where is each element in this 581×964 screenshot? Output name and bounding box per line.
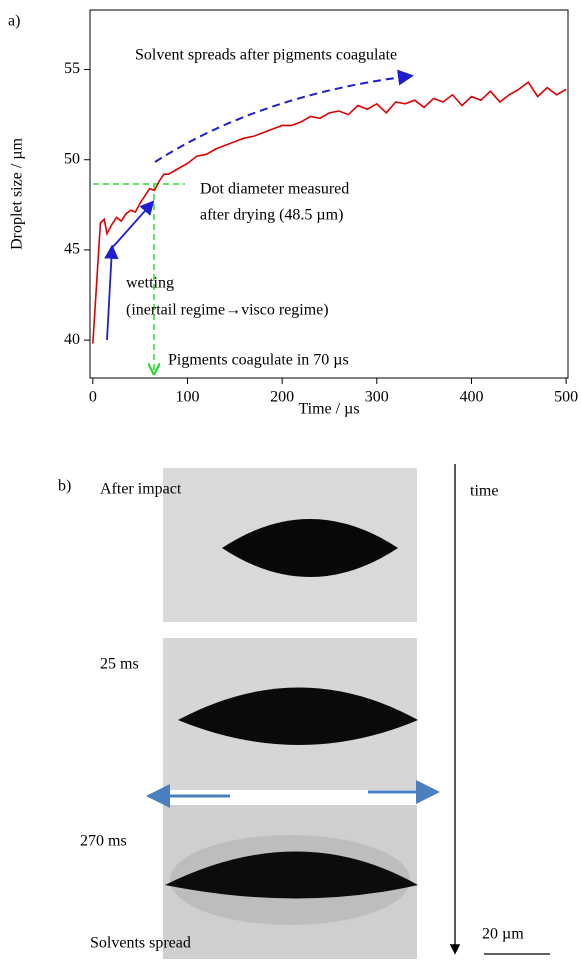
y-tick-label: 50	[64, 150, 80, 167]
annotation: Dot diameter measured	[200, 181, 349, 198]
y-tick-label: 45	[64, 241, 80, 258]
y-tick-label: 40	[64, 331, 80, 348]
y-tick-label: 55	[64, 60, 80, 77]
annotation: after drying (48.5 µm)	[200, 207, 343, 224]
scale-label: 20 µm	[482, 926, 524, 943]
caption: Solvents spread	[90, 935, 191, 952]
x-tick-label: 0	[89, 389, 97, 406]
frame-label: 25 ms	[100, 656, 139, 673]
frame-label: 270 ms	[80, 833, 127, 850]
y-axis-label: Droplet size / µm	[9, 138, 26, 250]
x-tick-label: 200	[270, 389, 294, 406]
panel-label: b)	[58, 478, 71, 495]
arrow	[111, 200, 155, 249]
dashed-arrow	[154, 69, 414, 163]
x-tick-label: 500	[554, 389, 578, 406]
frame-image	[163, 638, 418, 790]
x-tick-label: 300	[365, 389, 389, 406]
x-axis-label: Time / µs	[298, 401, 359, 418]
annotation: wetting	[126, 275, 174, 292]
panel-label: a)	[8, 13, 20, 30]
frame-image	[163, 468, 417, 622]
annotation: (inertail regime→visco regime)	[126, 302, 329, 319]
time-label: time	[470, 483, 498, 500]
arrow	[104, 244, 119, 341]
x-tick-label: 100	[175, 389, 199, 406]
plot-frame	[89, 9, 569, 379]
x-tick-label: 400	[459, 389, 483, 406]
frame-label: After impact	[100, 481, 182, 498]
annotation: Solvent spreads after pigments coagulate	[135, 47, 397, 64]
frame-image	[163, 805, 418, 959]
annotation: Pigments coagulate in 70 µs	[168, 352, 349, 369]
data-line	[92, 81, 567, 344]
